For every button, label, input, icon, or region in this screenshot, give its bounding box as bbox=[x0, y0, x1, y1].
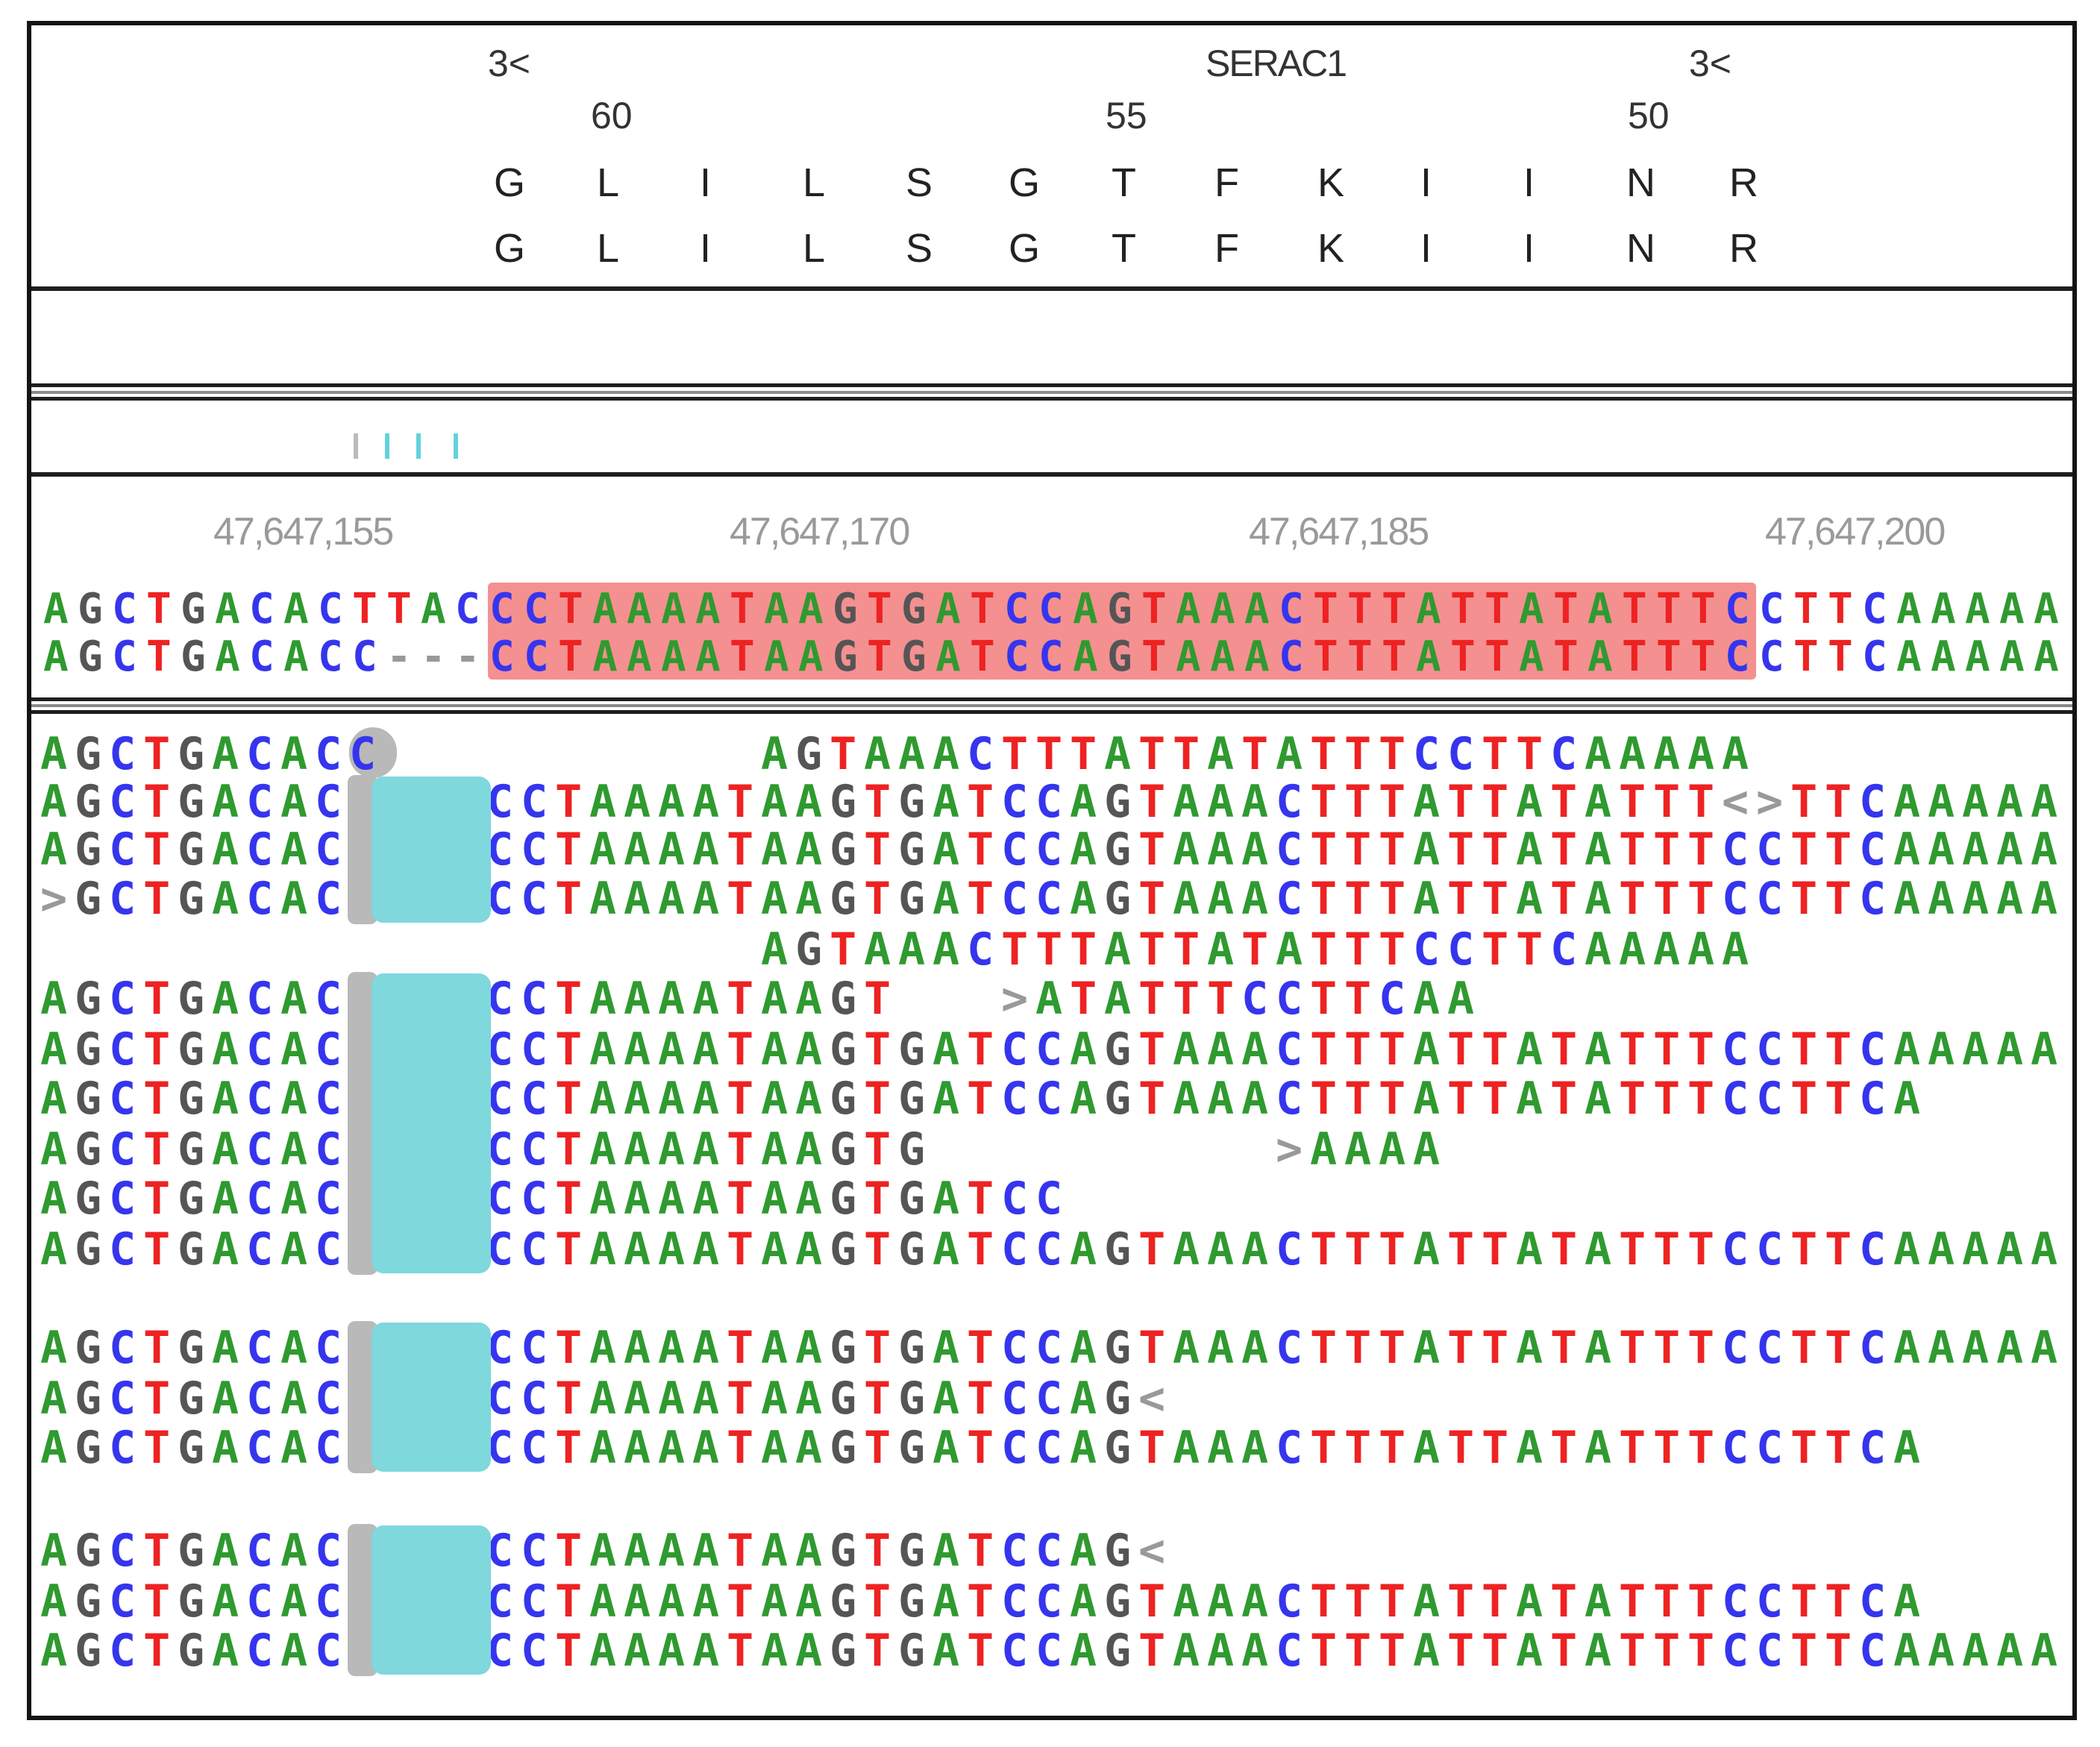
divider bbox=[31, 697, 2072, 701]
coordinate-label: 47,647,155 bbox=[213, 510, 394, 553]
amino-acid: L bbox=[597, 160, 620, 205]
divider bbox=[31, 472, 2072, 477]
insertion-block[interactable] bbox=[372, 973, 491, 1273]
amino-acid: G bbox=[1009, 226, 1041, 271]
divider bbox=[31, 397, 2072, 401]
amino-acid: I bbox=[700, 160, 712, 205]
amino-acid: R bbox=[1729, 226, 1758, 271]
amino-acid: L bbox=[803, 226, 826, 271]
codon-number-50: 50 bbox=[1628, 95, 1670, 137]
reference-track: 47,647,155 47,647,170 47,647,185 47,647,… bbox=[31, 477, 2072, 697]
amino-acid: G bbox=[494, 160, 526, 205]
amino-acid: I bbox=[1420, 160, 1432, 205]
coverage-tick bbox=[454, 433, 458, 459]
amino-acid: L bbox=[597, 226, 620, 271]
coordinate-label: 47,647,200 bbox=[1765, 510, 1946, 553]
divider bbox=[31, 391, 2072, 394]
insertion-block[interactable] bbox=[372, 1323, 491, 1472]
strand-left: 3< bbox=[488, 43, 531, 84]
divider bbox=[31, 704, 2072, 707]
amino-acid: F bbox=[1214, 160, 1239, 205]
coverage-track bbox=[31, 401, 2072, 472]
codon-number-55: 55 bbox=[1106, 95, 1147, 137]
amino-acid: I bbox=[1420, 226, 1432, 271]
amino-acid: G bbox=[1009, 160, 1041, 205]
read-sequence[interactable]: > A T A T T T C C T T C A A bbox=[1001, 973, 1475, 1025]
amino-acid: I bbox=[700, 226, 712, 271]
amino-acid: N bbox=[1626, 160, 1655, 205]
amino-acid: S bbox=[906, 226, 933, 271]
coverage-tick bbox=[416, 433, 421, 459]
coordinate-label: 47,647,185 bbox=[1249, 510, 1429, 553]
amino-acid: S bbox=[906, 160, 933, 205]
gene-name[interactable]: SERAC1 bbox=[1206, 43, 1347, 84]
insertion-block[interactable] bbox=[372, 777, 491, 923]
amino-acid: K bbox=[1317, 160, 1345, 205]
divider bbox=[31, 286, 2072, 291]
amino-acid: G bbox=[494, 226, 526, 271]
amino-acid: F bbox=[1214, 226, 1239, 271]
deleted-region-highlight bbox=[488, 583, 1756, 680]
codon-number-60: 60 bbox=[591, 95, 633, 137]
insertion-block[interactable] bbox=[372, 1525, 491, 1675]
amino-acid: N bbox=[1626, 226, 1655, 271]
amino-acid: I bbox=[1523, 226, 1535, 271]
coverage-tick bbox=[354, 433, 358, 459]
soft-clip-marker bbox=[349, 727, 397, 778]
read-sequence[interactable]: > A A A A bbox=[1276, 1123, 1441, 1176]
amino-acid: R bbox=[1729, 160, 1758, 205]
empty-track bbox=[31, 291, 2072, 383]
divider bbox=[31, 383, 2072, 387]
amino-acid: T bbox=[1112, 226, 1136, 271]
strand-right: 3< bbox=[1689, 43, 1732, 84]
coordinate-label: 47,647,170 bbox=[730, 510, 910, 553]
amino-acid: K bbox=[1317, 226, 1345, 271]
amino-acid: T bbox=[1112, 160, 1136, 205]
amino-acid: L bbox=[803, 160, 826, 205]
coverage-tick bbox=[385, 433, 389, 459]
amino-acid: I bbox=[1523, 160, 1535, 205]
divider bbox=[31, 710, 2072, 714]
